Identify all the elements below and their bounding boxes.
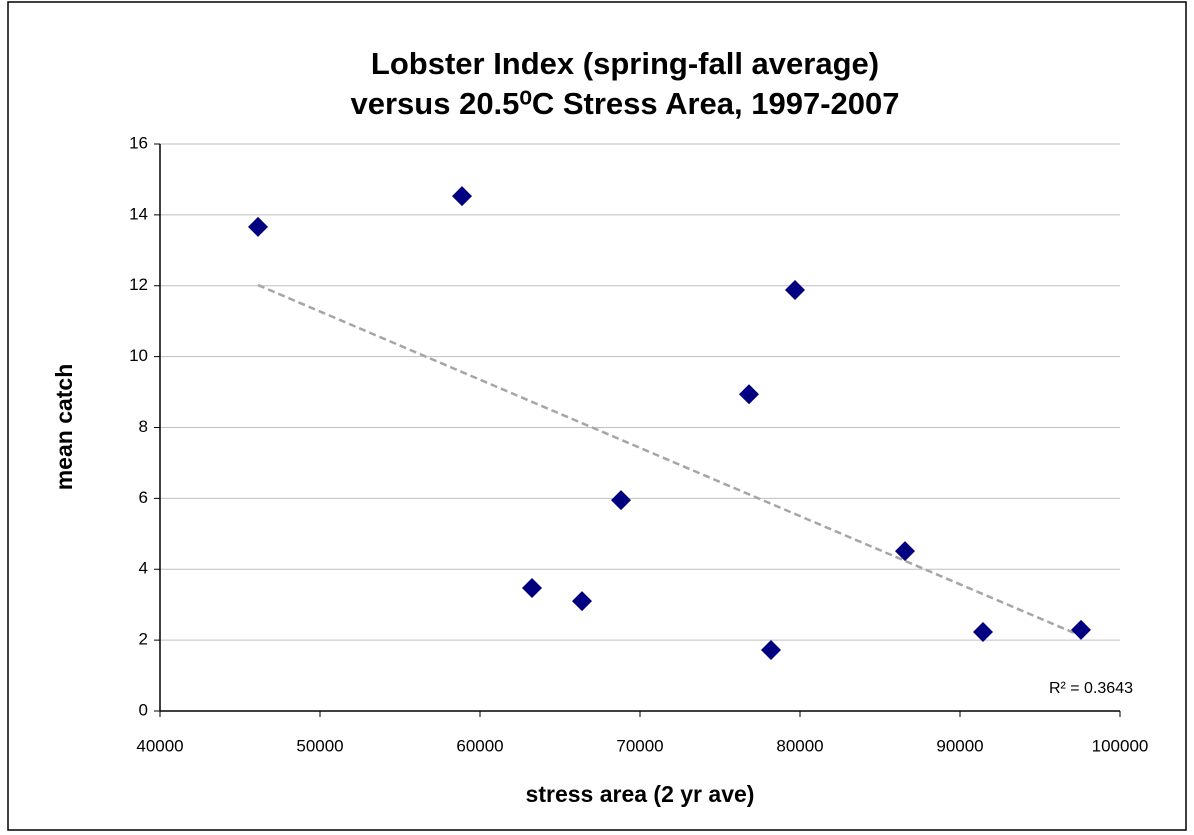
x-tick-label: 100000 [1092,736,1149,755]
marker [1071,619,1092,640]
marker [248,216,268,237]
x-tick-label: 60000 [456,736,503,755]
marker [895,541,916,562]
marker [611,490,632,511]
x-tick-label: 90000 [936,736,983,755]
x-tick-label: 40000 [136,736,183,755]
trendline-label: R² = 0.3643 [1049,680,1133,697]
x-tick-label: 70000 [616,736,663,755]
y-tick-label: 10 [129,346,148,365]
y-tick-label: 16 [129,133,148,152]
marker [452,186,472,207]
chart-title: versus 20.5⁰C Stress Area, 1997-2007 [351,86,900,121]
y-tick-label: 14 [129,204,148,223]
marker [572,591,592,612]
chart-border [7,1,1187,831]
marker [973,621,994,642]
y-tick-label: 12 [129,275,148,294]
x-tick-label: 80000 [776,736,823,755]
marker [785,280,806,301]
chart-title: Lobster Index (spring-fall average) [371,46,879,81]
y-tick-label: 2 [139,630,148,649]
trendline [257,283,1082,638]
x-tick-label: 50000 [296,736,343,755]
y-tick-label: 0 [139,700,148,719]
y-tick-label: 4 [139,559,148,578]
x-axis-label: stress area (2 yr ave) [526,781,755,807]
y-axis-label: mean catch [51,364,77,491]
marker [522,578,542,599]
y-tick-label: 6 [139,488,148,507]
marker [761,640,782,661]
marker [739,384,760,405]
y-tick-label: 8 [139,417,148,436]
